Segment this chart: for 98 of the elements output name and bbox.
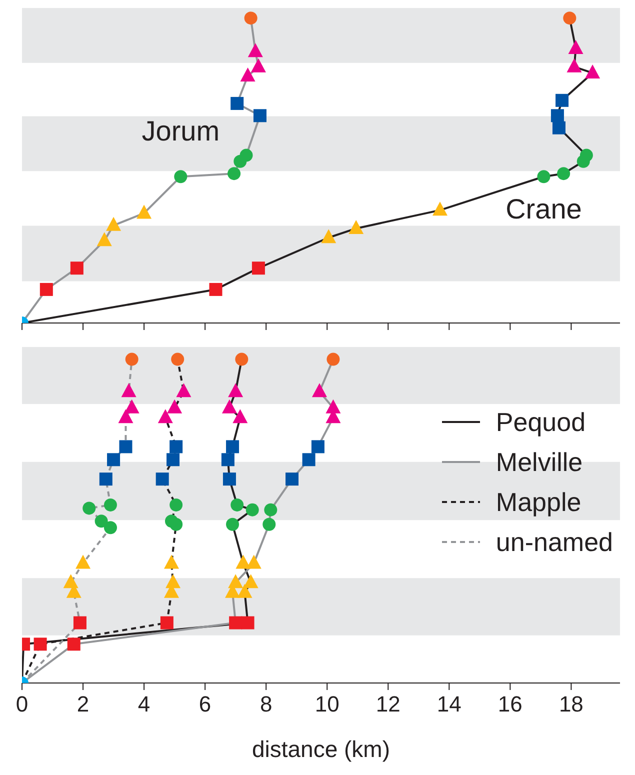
point xyxy=(174,170,188,184)
x-tick-label: 8 xyxy=(260,692,272,717)
point xyxy=(243,574,258,588)
point xyxy=(264,503,278,516)
point xyxy=(552,121,566,134)
point xyxy=(166,574,181,588)
series-label: Crane xyxy=(506,194,582,225)
x-tick-label: 6 xyxy=(198,692,212,717)
point xyxy=(99,472,112,486)
point xyxy=(348,220,364,234)
legend-label: Mapple xyxy=(496,486,582,519)
point xyxy=(235,352,248,366)
point xyxy=(246,554,262,569)
point xyxy=(106,216,122,231)
point xyxy=(326,399,341,414)
point xyxy=(226,518,240,531)
point xyxy=(171,352,184,366)
point xyxy=(537,170,550,184)
x-tick-label: 10 xyxy=(314,692,340,717)
point xyxy=(107,453,120,466)
x-tick-label: 18 xyxy=(558,692,584,717)
point xyxy=(166,453,180,466)
point xyxy=(432,202,448,216)
x-axis-title: distance (km) xyxy=(252,736,390,762)
point xyxy=(244,12,258,25)
point xyxy=(73,616,86,630)
point xyxy=(209,282,222,296)
point xyxy=(164,554,179,569)
point xyxy=(230,96,244,110)
point xyxy=(170,498,183,512)
point xyxy=(556,94,569,107)
point xyxy=(286,472,299,486)
point xyxy=(232,409,248,424)
point xyxy=(104,498,117,512)
point xyxy=(119,440,132,454)
legend-label: Pequod xyxy=(496,406,586,439)
point xyxy=(158,409,173,424)
point xyxy=(228,383,244,398)
point xyxy=(94,514,108,528)
x-tick-label: 14 xyxy=(436,692,462,717)
legend-label: un-named xyxy=(496,526,613,559)
point xyxy=(124,399,140,414)
point xyxy=(246,503,259,516)
point xyxy=(240,148,253,162)
point xyxy=(228,574,244,588)
point xyxy=(221,453,234,466)
point xyxy=(76,554,91,569)
point xyxy=(241,616,254,630)
point xyxy=(312,383,327,398)
point xyxy=(568,40,584,54)
point xyxy=(253,109,266,122)
x-tick-label: 2 xyxy=(76,692,90,717)
point xyxy=(167,399,182,414)
point xyxy=(250,58,266,72)
point xyxy=(170,440,183,454)
legend-label: Melville xyxy=(496,446,583,479)
x-tick-label: 4 xyxy=(138,692,150,717)
point xyxy=(229,616,242,630)
point xyxy=(165,514,178,528)
point xyxy=(176,383,192,398)
point xyxy=(563,12,576,25)
point xyxy=(248,43,263,58)
point xyxy=(326,352,340,366)
point xyxy=(311,440,324,454)
point xyxy=(237,584,252,598)
point xyxy=(222,399,237,414)
point xyxy=(585,64,600,78)
point xyxy=(118,409,134,424)
point xyxy=(136,204,152,219)
point xyxy=(70,262,84,275)
point xyxy=(262,518,276,531)
x-tick-label: 12 xyxy=(376,692,400,717)
point xyxy=(302,453,316,466)
point xyxy=(222,472,236,486)
point xyxy=(230,498,244,512)
point xyxy=(67,638,80,651)
point xyxy=(321,229,336,244)
point xyxy=(96,232,112,246)
point xyxy=(557,167,570,180)
point xyxy=(252,262,265,275)
x-tick-label: 0 xyxy=(16,692,28,717)
point xyxy=(121,383,136,398)
x-tick-label: 16 xyxy=(498,692,522,717)
point xyxy=(160,616,174,630)
point xyxy=(550,109,564,122)
point xyxy=(125,352,138,366)
point xyxy=(580,148,593,162)
point xyxy=(40,282,53,296)
point xyxy=(34,638,47,651)
point xyxy=(228,167,241,180)
point xyxy=(63,574,78,588)
point xyxy=(82,502,96,515)
point xyxy=(226,440,240,454)
point xyxy=(240,68,256,82)
point xyxy=(104,521,117,534)
series-label: Jorum xyxy=(142,116,220,147)
point xyxy=(156,472,169,486)
point xyxy=(566,58,582,72)
